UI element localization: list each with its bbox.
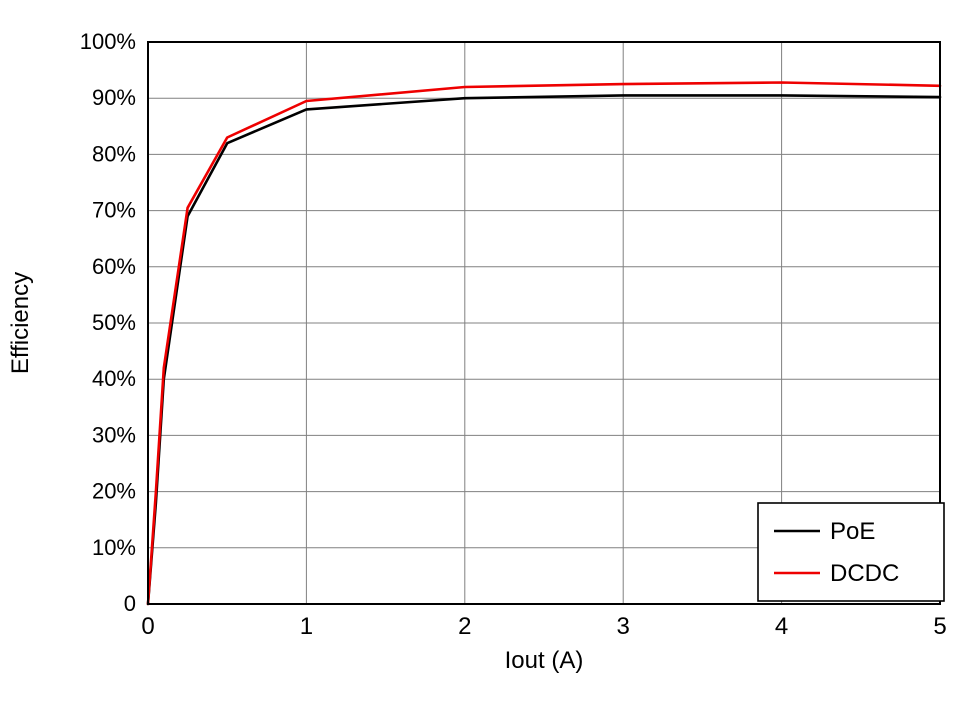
x-tick-label: 5: [933, 613, 946, 640]
y-tick-label: 80%: [92, 141, 136, 166]
y-tick-label: 60%: [92, 254, 136, 279]
x-axis-tick-labels: 0 1 2 3 4 5: [141, 613, 946, 640]
y-axis-title: Efficiency: [7, 272, 34, 374]
y-tick-label: 40%: [92, 366, 136, 391]
x-tick-label: 4: [775, 613, 788, 640]
gridlines: [147, 41, 941, 605]
legend-box: [757, 502, 945, 602]
y-tick-label: 70%: [92, 198, 136, 223]
legend: PoE DCDC: [757, 502, 945, 602]
legend-item-poe: PoE: [774, 518, 875, 545]
x-tick-label: 0: [141, 613, 154, 640]
legend-item-dcdc: DCDC: [774, 560, 899, 587]
y-tick-label: 10%: [92, 535, 136, 560]
y-tick-label: 100%: [80, 29, 136, 54]
y-axis-tick-labels: 0 10% 20% 30% 40% 50% 60% 70% 80% 90% 100%: [80, 29, 136, 616]
x-tick-label: 2: [458, 613, 471, 640]
series-line-dcdc: [146, 81, 942, 606]
y-tick-label: 30%: [92, 422, 136, 447]
x-tick-label: 1: [300, 613, 313, 640]
y-tick-label: 90%: [92, 85, 136, 110]
legend-label: PoE: [830, 518, 875, 545]
legend-label: DCDC: [830, 560, 899, 587]
x-axis-title: Iout (A): [505, 647, 584, 674]
x-tick-label: 3: [617, 613, 630, 640]
y-tick-label: 0: [124, 591, 136, 616]
y-tick-label: 50%: [92, 310, 136, 335]
plot-border: [147, 41, 941, 605]
y-tick-label: 20%: [92, 479, 136, 504]
